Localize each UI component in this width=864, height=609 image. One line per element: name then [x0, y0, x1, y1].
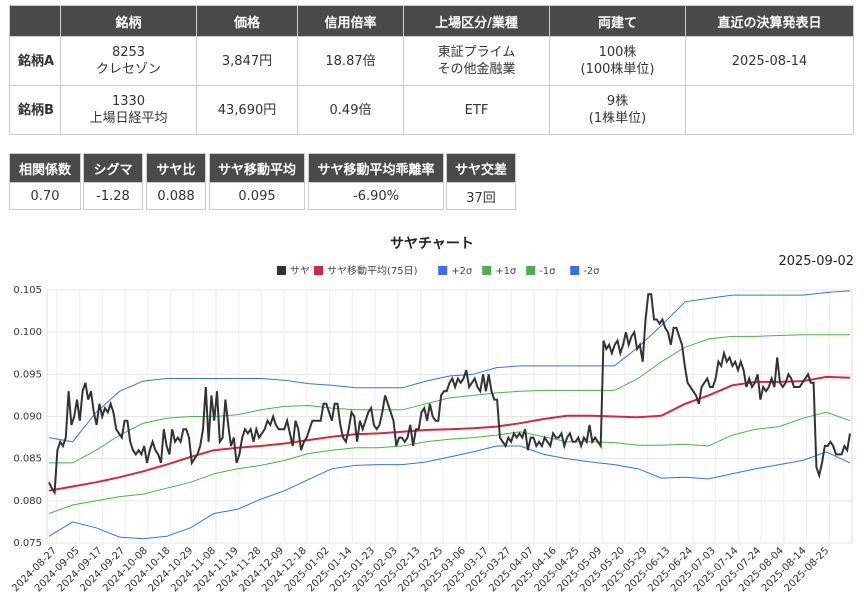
market-name: 東証プライム: [437, 45, 516, 60]
stat-correlation: 相関係数 0.70: [9, 153, 81, 210]
stock-code: 8253: [111, 45, 146, 60]
earnings-cell: [685, 85, 854, 135]
stock-name: 上場日経平均: [89, 111, 168, 126]
series-line-1: [48, 375, 851, 492]
header-stock: 銘柄: [60, 5, 197, 37]
hedge-unit: (100株単位): [580, 62, 655, 77]
legend-swatch: [570, 266, 580, 275]
legend-swatch: [277, 266, 286, 275]
header-hedge: 両建て: [549, 5, 686, 37]
margin-cell: 0.49倍: [297, 85, 404, 135]
y-tick-label: 0.095: [13, 369, 42, 380]
sector-name: その他金融業: [437, 62, 516, 77]
legend-swatch: [526, 266, 536, 275]
market-name: ETF: [464, 102, 489, 118]
header-price: 価格: [196, 5, 298, 37]
y-tick-label: 0.085: [13, 454, 42, 465]
series-line-5: [48, 445, 851, 540]
chart-date: 2025-09-02: [778, 254, 854, 269]
stock-cell: 8253 クレセゾン: [60, 36, 197, 86]
y-tick-label: 0.100: [13, 327, 42, 338]
stat-ratio: サヤ比 0.088: [146, 153, 206, 210]
stock-cell: 1330 上場日経平均: [60, 85, 197, 135]
stat-deviation: サヤ移動平均乖離率 -6.90%: [308, 153, 444, 210]
margin-cell: 18.87倍: [297, 36, 404, 86]
y-tick-label: 0.075: [13, 538, 42, 549]
stat-label: サヤ比: [146, 153, 206, 183]
spread-chart: 0.1050.1000.0950.0900.0850.0800.0752024-…: [10, 264, 853, 594]
stat-value: 0.095: [209, 182, 305, 210]
legend-swatch: [438, 266, 448, 275]
stat-value: 0.70: [9, 182, 81, 210]
stat-label: シグマ: [83, 153, 143, 183]
table-header-row: 銘柄 価格 信用倍率 上場区分/業種 両建て 直近の決算発表日: [9, 5, 854, 37]
table-row: 銘柄B 1330 上場日経平均 43,690円 0.49倍 ETF 9株 (1株単位…: [9, 85, 854, 135]
header-margin-ratio: 信用倍率: [297, 5, 404, 37]
stat-label: サヤ移動平均: [209, 153, 305, 183]
hedge-cell: 9株 (1株単位): [549, 85, 686, 135]
chart-title: サヤチャート: [390, 236, 474, 252]
stat-value: 0.088: [146, 182, 206, 210]
legend-label: サヤ移動平均(75日): [327, 264, 418, 277]
stat-value: -6.90%: [308, 182, 444, 210]
stat-value: 37回: [446, 182, 516, 210]
legend-swatch: [314, 266, 323, 275]
hedge-unit: (1株単位): [588, 111, 647, 126]
table-row: 銘柄A 8253 クレセゾン 3,847円 18.87倍 東証プライム その他金融業…: [9, 36, 854, 86]
stat-label: サヤ交差: [446, 153, 516, 183]
stat-crossings: サヤ交差 37回: [446, 153, 516, 210]
stat-label: サヤ移動平均乖離率: [308, 153, 444, 183]
earnings-cell: 2025-08-14: [685, 36, 854, 86]
series-line-4: [48, 411, 851, 514]
hedge-shares: 9株: [606, 94, 629, 109]
pair-info-table: 銘柄 価格 信用倍率 上場区分/業種 両建て 直近の決算発表日 銘柄A 8253…: [9, 5, 854, 135]
header-market: 上場区分/業種: [403, 5, 550, 37]
hedge-shares: 100株: [598, 45, 637, 60]
stat-value: -1.28: [83, 182, 143, 210]
stat-moving-average: サヤ移動平均 0.095: [209, 153, 305, 210]
stat-sigma: シグマ -1.28: [83, 153, 143, 210]
legend-label: +2σ: [451, 266, 473, 277]
header-earnings: 直近の決算発表日: [685, 5, 854, 37]
series-line-3: [49, 334, 850, 464]
legend-label: サヤ: [290, 265, 310, 277]
legend-label: -2σ: [583, 266, 600, 277]
row-label: 銘柄A: [9, 36, 61, 86]
hedge-cell: 100株 (100株単位): [549, 36, 686, 86]
stat-label: 相関係数: [9, 153, 81, 183]
series-line-0: [48, 293, 851, 496]
market-cell: ETF: [403, 85, 550, 135]
price-cell: 3,847円: [196, 36, 298, 86]
legend-label: +1σ: [495, 266, 517, 277]
header-empty: [9, 5, 61, 37]
legend-swatch: [482, 266, 492, 275]
y-tick-label: 0.080: [13, 496, 42, 507]
stock-code: 1330: [111, 94, 146, 109]
stock-name: クレセゾン: [95, 62, 161, 77]
y-tick-label: 0.105: [13, 285, 42, 296]
series-line-2: [48, 290, 851, 443]
row-label: 銘柄B: [9, 85, 61, 135]
market-cell: 東証プライム その他金融業: [403, 36, 550, 86]
legend-label: -1σ: [539, 266, 556, 277]
price-cell: 43,690円: [196, 85, 298, 135]
y-tick-label: 0.090: [13, 412, 42, 423]
